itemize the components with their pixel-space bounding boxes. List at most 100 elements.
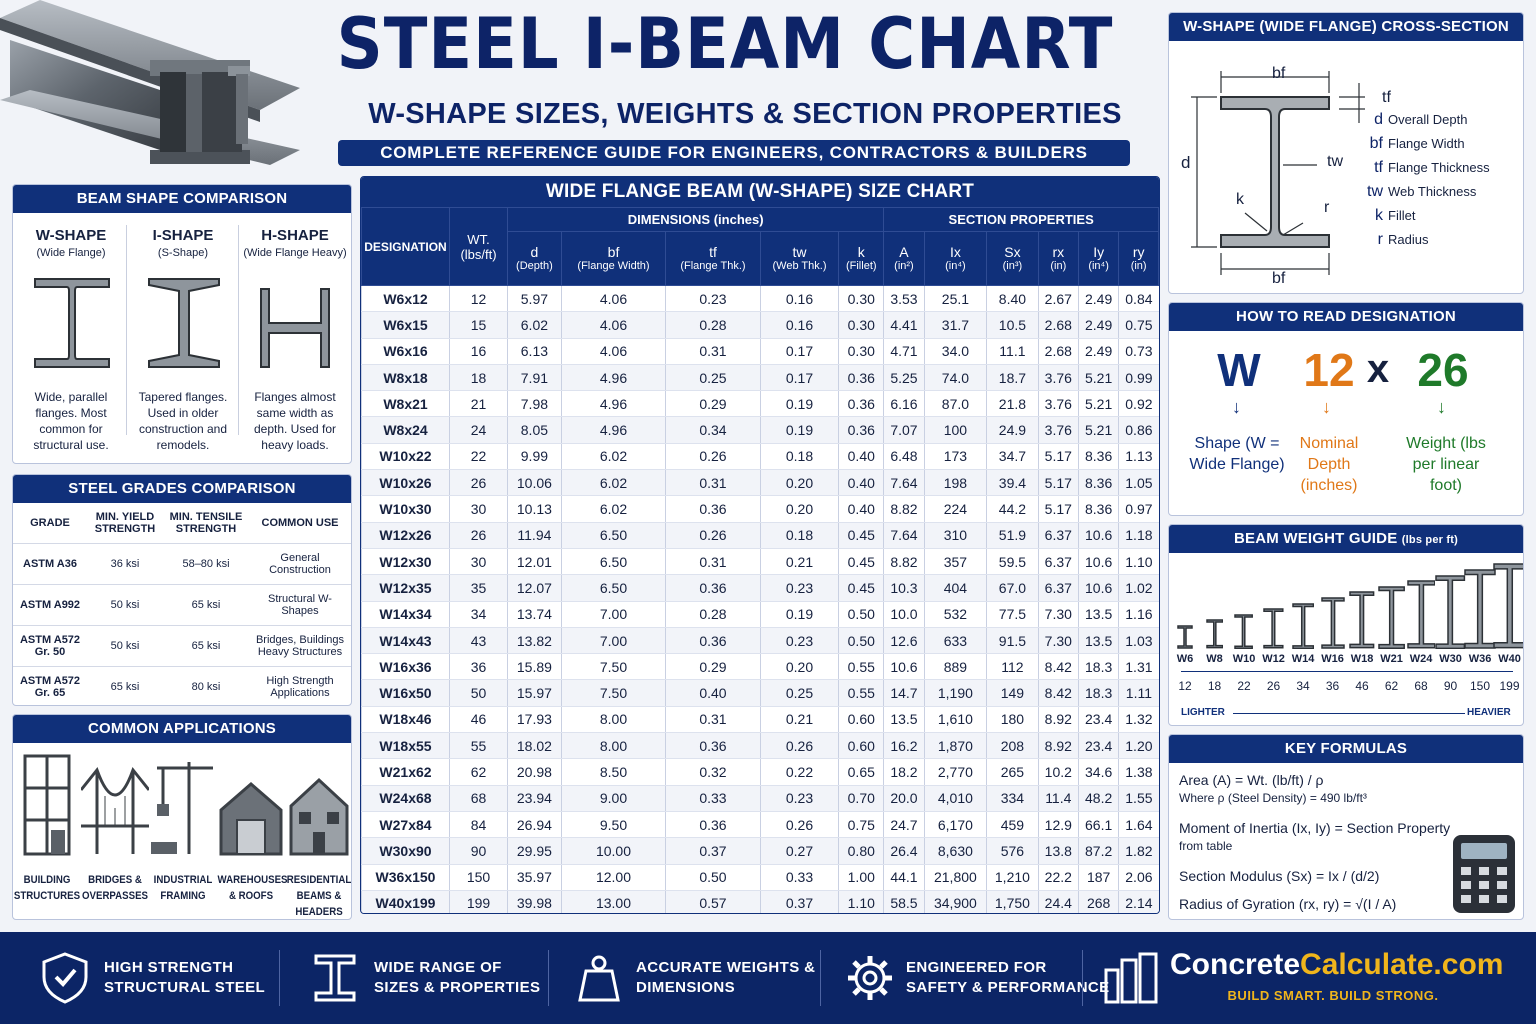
value-cell: 180 xyxy=(986,706,1039,734)
weight-beam-icon xyxy=(1435,574,1466,649)
page-title: STEEL I-BEAM CHART xyxy=(336,4,1114,86)
weight-beam-icon xyxy=(1320,597,1345,649)
value-cell: 0.31 xyxy=(665,338,761,365)
designation-cell: W8x21 xyxy=(361,390,450,418)
weight-size-label: W10 xyxy=(1232,653,1256,665)
value-cell: 51.9 xyxy=(986,522,1039,549)
beam-shape-comparison-title: BEAM SHAPE COMPARISON xyxy=(13,185,351,213)
column-header: COMMON USE xyxy=(249,503,351,544)
designation-weight: 26 xyxy=(1417,344,1469,396)
value-cell: 576 xyxy=(986,837,1039,865)
designation-depth: 12 xyxy=(1303,344,1355,396)
applications-title: COMMON APPLICATIONS xyxy=(13,715,351,743)
value-cell: 8.82 xyxy=(883,548,925,576)
value-cell: 35.97 xyxy=(507,864,562,891)
value-cell: 24.9 xyxy=(986,416,1039,444)
value-cell: 404 xyxy=(923,574,987,602)
value-cell: 0.36 xyxy=(665,732,761,760)
warehouse-icon xyxy=(219,782,283,856)
value-cell: 3.76 xyxy=(1037,416,1079,444)
value-cell: 7.07 xyxy=(883,416,925,444)
brand-name[interactable]: ConcreteCalculate.com xyxy=(1170,948,1503,982)
size-chart-title: WIDE FLANGE BEAM (W-SHAPE) SIZE CHART xyxy=(361,177,1159,207)
value-cell: 34.6 xyxy=(1077,758,1119,786)
application-warehouse: WAREHOUSES & ROOFS xyxy=(217,750,287,902)
shape-subtitle: (S-Shape) xyxy=(157,247,209,259)
weight-scale-arrow xyxy=(1233,706,1465,714)
footer-feature: HIGH STRENGTH STRUCTURAL STEEL xyxy=(40,932,265,1024)
weight-beam-icon xyxy=(1234,614,1254,649)
weight-beam-icon xyxy=(1464,569,1496,649)
calculator-icon xyxy=(1453,835,1515,913)
table-row: W6x16 16 6.13 4.06 0.31 0.17 0.30 4.71 34.0 11.1 2… xyxy=(361,338,1159,365)
table-header-row: d (Depth) bf (Flange Width) tf (Flange Thk.) t… xyxy=(362,231,1159,286)
value-cell: 0.36 xyxy=(665,627,761,655)
value-cell: 6.50 xyxy=(560,574,666,602)
application-label: WAREHOUSES & ROOFS xyxy=(217,874,288,902)
value-cell: 149 xyxy=(986,679,1039,707)
value-cell: 5.25 xyxy=(883,364,925,392)
value-cell: 12.01 xyxy=(507,548,562,576)
i-shape-icon xyxy=(148,278,220,368)
value-cell: 0.21 xyxy=(759,548,839,576)
heavier-label: HEAVIER xyxy=(1467,707,1511,718)
table-row: W21x62 62 20.98 8.50 0.32 0.22 0.65 18.2 2,770 26… xyxy=(361,758,1159,786)
value-cell: 6.13 xyxy=(507,338,562,365)
diagram-label-tf: tf xyxy=(1382,89,1391,106)
value-cell: 12.00 xyxy=(560,864,666,891)
designation-cell: W21x62 xyxy=(361,758,450,786)
value-cell: 87.0 xyxy=(923,390,987,418)
steel-grades-panel: STEEL GRADES COMPARISON GRADE MIN. YIELD… xyxy=(12,474,352,706)
value-cell: 2.49 xyxy=(1077,338,1119,365)
grade-cell: ASTM A572 Gr. 65 xyxy=(13,666,87,705)
formula-section-modulus: Section Modulus (Sx) = Ix / (d/2) xyxy=(1179,868,1380,884)
weight-value-label: 34 xyxy=(1296,679,1310,693)
column-header: ry (in) xyxy=(1118,231,1159,286)
value-cell: 0.17 xyxy=(759,338,839,365)
brand-name-first: Concrete xyxy=(1170,948,1301,981)
value-cell: 8.50 xyxy=(560,758,666,786)
value-cell: 4,010 xyxy=(923,785,987,812)
formula-area: Area (A) = Wt. (lb/ft) / ρ Where ρ (Steel… xyxy=(1179,772,1367,805)
column-header: d (Depth) xyxy=(507,231,562,286)
value-cell: 8.36 xyxy=(1077,495,1119,523)
brand-name-second: Calculate.com xyxy=(1300,948,1504,981)
value-cell: 26 xyxy=(449,469,508,497)
value-cell: 3.76 xyxy=(1037,390,1079,418)
value-cell: 224 xyxy=(923,495,987,523)
column-symbol: A xyxy=(899,244,909,260)
tensile-cell: 58–80 ksi xyxy=(163,543,249,585)
value-cell: 0.20 xyxy=(759,653,839,681)
value-cell: 23.94 xyxy=(507,785,562,812)
table-row: W6x15 15 6.02 4.06 0.28 0.16 0.30 4.41 31.7 10.5 2… xyxy=(361,311,1159,339)
column-symbol: Ix xyxy=(949,244,961,260)
value-cell: 62 xyxy=(449,758,508,786)
value-cell: 0.26 xyxy=(759,811,839,839)
value-cell: 0.40 xyxy=(665,679,761,707)
value-cell: 58.5 xyxy=(883,890,925,913)
value-cell: 6.37 xyxy=(1037,522,1079,549)
column-header: Sx (in³) xyxy=(986,231,1039,286)
i-beam-icon xyxy=(314,954,356,1002)
value-cell: 8.40 xyxy=(986,285,1039,313)
value-cell: 1,210 xyxy=(986,864,1039,891)
value-cell: 0.18 xyxy=(759,522,839,549)
application-label: RESIDENTIAL BEAMS & HEADERS xyxy=(286,874,352,918)
applications-panel: COMMON APPLICATIONS BUILDING STRUCTURES … xyxy=(12,714,352,920)
weight-size-label: W6 xyxy=(1176,653,1194,665)
value-cell: 0.29 xyxy=(665,653,761,681)
weight-beam-icon xyxy=(1406,580,1436,649)
value-cell: 10.6 xyxy=(883,653,925,681)
designation-panel: HOW TO READ DESIGNATION W 12 x 26 ↓ ↓ ↓ … xyxy=(1168,302,1524,516)
designation-cell: W10x26 xyxy=(361,469,450,497)
value-cell: 6.02 xyxy=(507,311,562,339)
shape-name: H-SHAPE xyxy=(261,227,329,244)
value-cell: 91.5 xyxy=(986,627,1039,655)
designation-cell: W12x26 xyxy=(361,522,450,549)
value-cell: 34.0 xyxy=(923,338,987,365)
value-cell: 0.26 xyxy=(759,732,839,760)
column-header-weight: WT. (lbs/ft) xyxy=(449,207,508,286)
yield-cell: 50 ksi xyxy=(87,584,163,626)
value-cell: 5.21 xyxy=(1077,416,1119,444)
